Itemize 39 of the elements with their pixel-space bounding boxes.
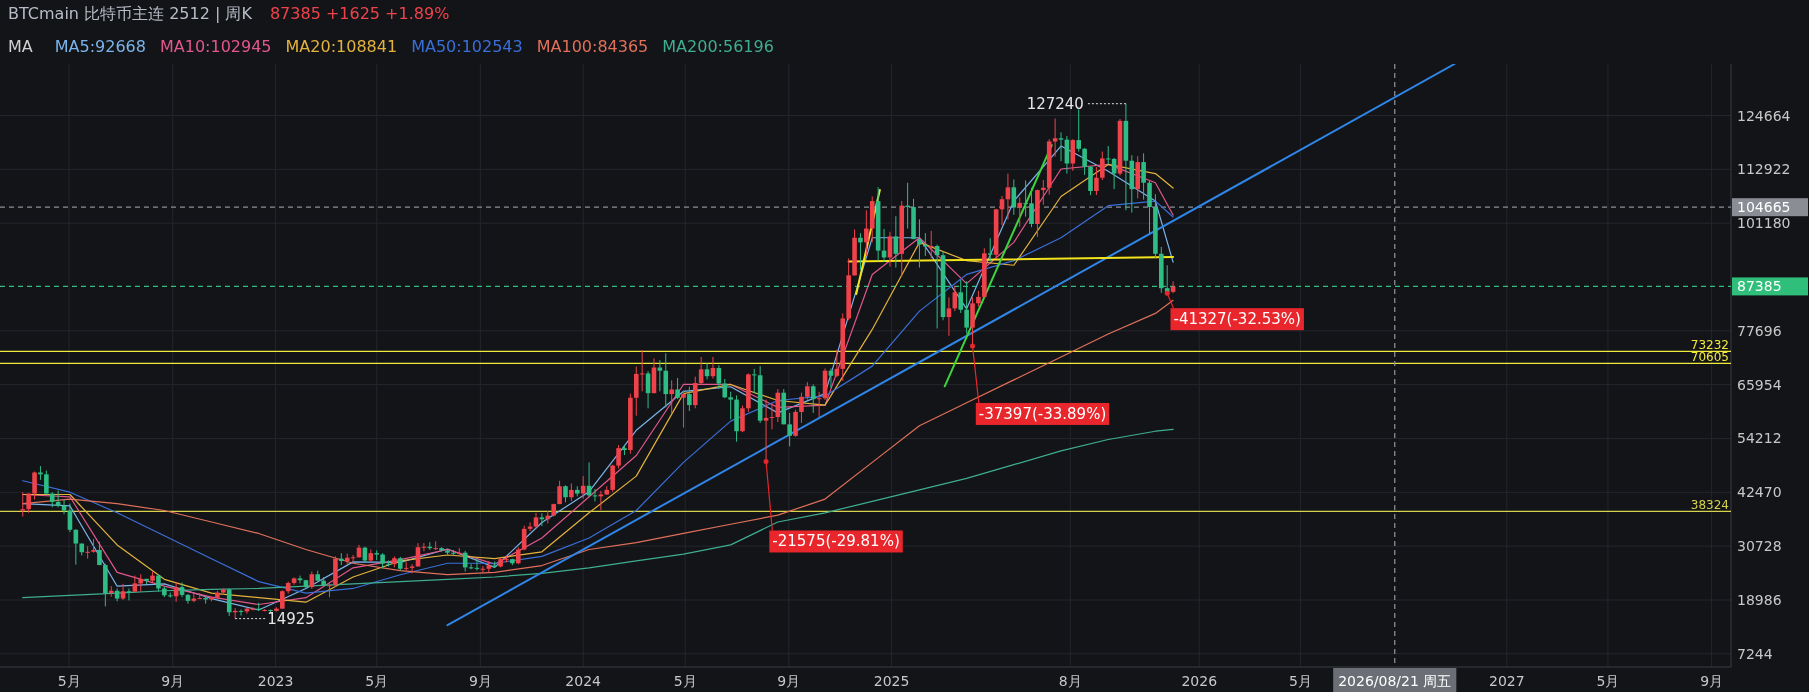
x-tick-label: 5月 xyxy=(57,673,81,689)
annotation: -21575(-29.81%) xyxy=(772,532,900,551)
ref-line-label: 73232 xyxy=(1690,338,1729,353)
y-tick-label: 7244 xyxy=(1737,645,1773,662)
y-tick-label: 77696 xyxy=(1737,322,1782,339)
legend: MA MA5:92668 MA10:102945 MA20:108841 MA50:102543 MA100:84365 MA200:56196 xyxy=(8,37,774,56)
x-tick-label: 8月 xyxy=(1058,673,1082,689)
annotation: 127240 xyxy=(1026,94,1084,113)
x-tick-label: 2025 xyxy=(873,673,910,689)
ref-line-label: 38324 xyxy=(1690,498,1729,513)
x-tick-label: 5月 xyxy=(1596,673,1620,689)
ref-line-label: 70605 xyxy=(1690,350,1729,365)
x-tick-label: 2023 xyxy=(257,673,294,689)
x-tick-label: 2026 xyxy=(1181,673,1218,689)
chart-title: BTCmain 比特币主连 2512 | 周K xyxy=(8,4,253,23)
x-tick-label: 5月 xyxy=(1288,673,1312,689)
x-tick-label: 9月 xyxy=(468,673,492,689)
x-tick-label: 5月 xyxy=(365,673,389,689)
ref-line-label: 104665 xyxy=(1737,199,1791,216)
chart-subtitle: 87385 +1625 +1.89% xyxy=(269,4,450,23)
y-tick-label: 101180 xyxy=(1737,215,1791,232)
y-tick-label: 18986 xyxy=(1737,591,1782,608)
ref-line-label: 87385 xyxy=(1737,278,1782,295)
annotation: 14925 xyxy=(267,609,315,628)
x-tick-label: 9月 xyxy=(777,673,801,689)
x-tick-label: 9月 xyxy=(1700,673,1724,689)
y-tick-label: 112922 xyxy=(1737,161,1791,178)
y-tick-label: 124664 xyxy=(1737,107,1791,124)
y-tick-label: 54212 xyxy=(1737,430,1782,447)
y-tick-label: 30728 xyxy=(1737,538,1782,555)
annotation: -41327(-32.53%) xyxy=(1173,310,1301,329)
y-tick-label: 65954 xyxy=(1737,376,1782,393)
ref-line-label: 2026/08/21 周五 xyxy=(1338,673,1452,689)
y-tick-label: 42470 xyxy=(1737,484,1782,501)
x-tick-label: 2024 xyxy=(565,673,602,689)
x-tick-label: 5月 xyxy=(673,673,697,689)
annotation: -37397(-33.89%) xyxy=(978,404,1107,423)
x-tick-label: 9月 xyxy=(161,673,185,689)
x-tick-label: 2027 xyxy=(1489,673,1525,689)
